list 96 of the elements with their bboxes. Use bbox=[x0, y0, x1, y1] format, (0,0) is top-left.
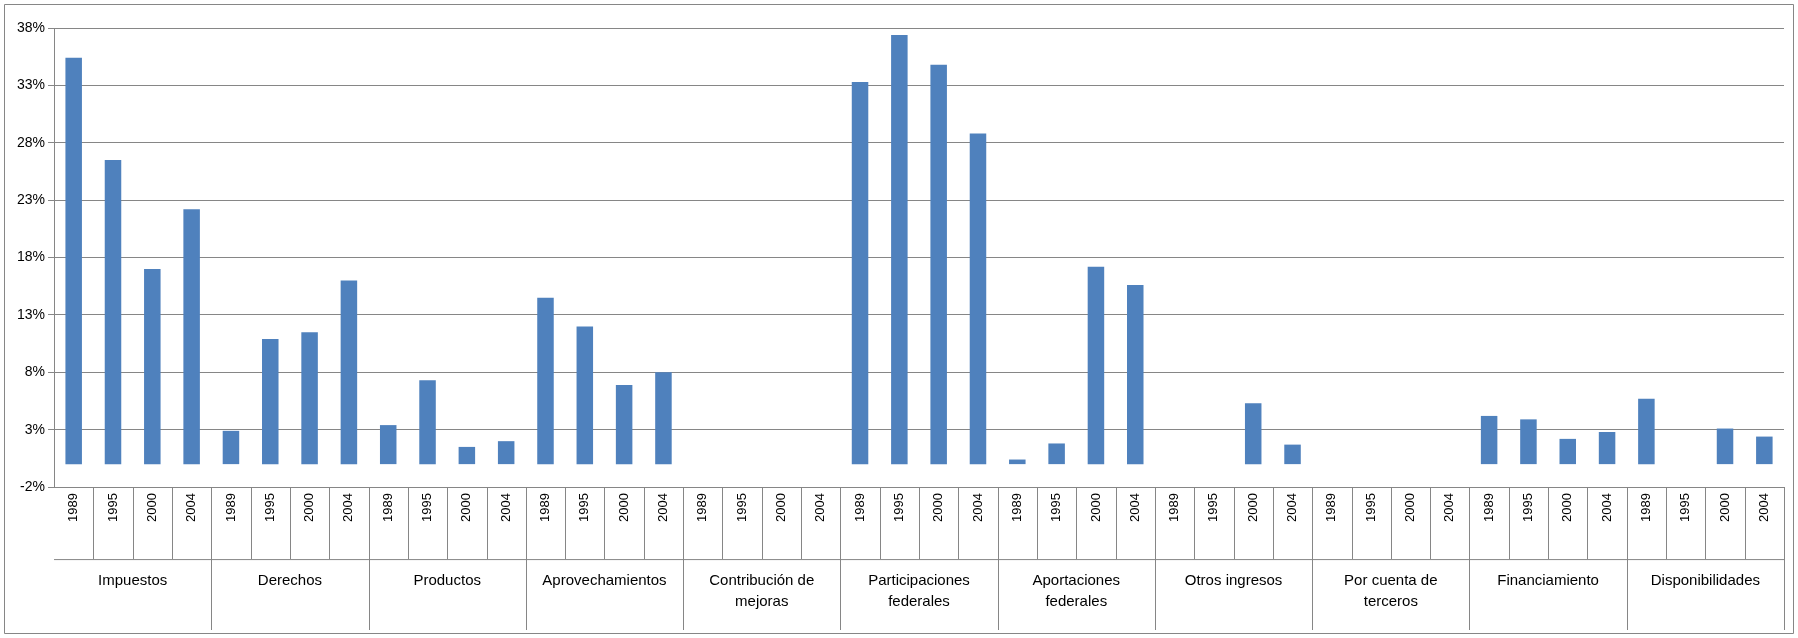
x-tick-label: 2000 bbox=[1402, 493, 1418, 522]
bar bbox=[969, 133, 987, 465]
bar bbox=[183, 209, 200, 465]
x-tick-label: 2000 bbox=[1244, 493, 1260, 522]
x-tick-label: 2000 bbox=[1087, 493, 1103, 522]
bar bbox=[655, 372, 672, 465]
bar bbox=[1598, 431, 1616, 465]
y-tick-label: -2% bbox=[20, 477, 46, 494]
text: Productos bbox=[413, 571, 481, 589]
y-tick-label: 18% bbox=[16, 248, 46, 265]
bar bbox=[1638, 398, 1655, 465]
x-tick-label: 1995 bbox=[261, 493, 277, 522]
x-tick-label: 1995 bbox=[890, 493, 906, 522]
text: Derechos bbox=[257, 571, 323, 589]
x-tick-label: 2004 bbox=[1126, 493, 1142, 522]
x-tick-label: 2000 bbox=[143, 493, 159, 522]
text: Disponibilidades bbox=[1650, 571, 1760, 589]
x-tick-label: 1989 bbox=[1637, 493, 1653, 522]
y-tick-label: 28% bbox=[16, 133, 46, 150]
x-tick-label: 1989 bbox=[537, 493, 553, 522]
x-tick-label: 1989 bbox=[222, 493, 238, 522]
bar bbox=[1048, 443, 1065, 465]
x-tick-label: 1995 bbox=[1677, 493, 1693, 522]
bar bbox=[1087, 266, 1105, 465]
bar bbox=[65, 57, 82, 465]
x-tick-label: 2000 bbox=[301, 493, 317, 522]
bar bbox=[1756, 436, 1773, 465]
x-tick-label: 2000 bbox=[1559, 493, 1575, 522]
x-tick-label: 2004 bbox=[1441, 493, 1457, 522]
y-tick-label: 23% bbox=[16, 191, 46, 208]
x-tick-label: 1989 bbox=[1008, 493, 1024, 522]
x-tick-label: 1995 bbox=[733, 493, 749, 522]
text: Participaciones federales bbox=[868, 571, 970, 610]
x-tick-label: 1995 bbox=[419, 493, 435, 522]
bar bbox=[262, 339, 279, 465]
x-tick-label: 1989 bbox=[1480, 493, 1496, 522]
x-tick-label: 2004 bbox=[655, 493, 671, 522]
text: Financiamiento bbox=[1497, 571, 1599, 589]
bar bbox=[851, 81, 869, 465]
bar bbox=[1520, 419, 1537, 465]
y-tick-label: 8% bbox=[24, 363, 46, 380]
text: Contribución de mejoras bbox=[709, 571, 815, 610]
bar bbox=[576, 326, 594, 465]
x-tick-label: 2000 bbox=[1716, 493, 1732, 522]
bar bbox=[1284, 444, 1301, 465]
bar bbox=[497, 441, 515, 465]
x-tick-label: 1995 bbox=[1048, 493, 1064, 522]
text: Aprovechamientos bbox=[542, 571, 667, 589]
x-tick-label: 2004 bbox=[497, 493, 513, 522]
y-tick-label: 33% bbox=[16, 76, 46, 93]
bar bbox=[104, 159, 122, 465]
text: Impuestos bbox=[98, 571, 168, 589]
bar bbox=[301, 332, 318, 465]
y-tick-label: 38% bbox=[16, 18, 46, 35]
bar bbox=[340, 280, 358, 465]
x-tick-label: 2004 bbox=[183, 493, 199, 522]
x-tick-label: 2004 bbox=[340, 493, 356, 522]
bar bbox=[458, 446, 476, 465]
x-tick-label: 1995 bbox=[1205, 493, 1221, 522]
bar bbox=[1244, 403, 1262, 465]
x-tick-label: 2004 bbox=[1755, 493, 1771, 522]
x-tick-label: 2004 bbox=[1284, 493, 1300, 522]
x-tick-label: 1989 bbox=[851, 493, 867, 522]
bar bbox=[379, 425, 397, 465]
x-tick-label: 2000 bbox=[772, 493, 788, 522]
y-tick-label: 3% bbox=[24, 420, 46, 437]
bar bbox=[930, 64, 947, 465]
bar bbox=[891, 34, 908, 465]
x-tick-label: 2004 bbox=[1598, 493, 1614, 522]
x-tick-label: 1995 bbox=[1362, 493, 1378, 522]
bar bbox=[1127, 285, 1144, 465]
y-tick-label: 13% bbox=[16, 305, 46, 322]
x-tick-label: 2000 bbox=[615, 493, 631, 522]
bar bbox=[1716, 428, 1734, 465]
bar bbox=[144, 269, 161, 465]
bar bbox=[1480, 415, 1498, 465]
x-tick-label: 1995 bbox=[1520, 493, 1536, 522]
x-tick-label: 1989 bbox=[379, 493, 395, 522]
x-tick-label: 2000 bbox=[458, 493, 474, 522]
text: Aportaciones federales bbox=[1032, 571, 1121, 610]
x-tick-label: 2004 bbox=[812, 493, 828, 522]
text: Por cuenta de terceros bbox=[1344, 571, 1438, 610]
bar bbox=[222, 430, 240, 465]
x-tick-label: 1989 bbox=[1323, 493, 1339, 522]
bar bbox=[615, 384, 633, 465]
x-tick-label: 1989 bbox=[1166, 493, 1182, 522]
bar bbox=[419, 380, 436, 465]
text: Otros ingresos bbox=[1184, 571, 1283, 589]
x-tick-label: 1995 bbox=[576, 493, 592, 522]
x-tick-label: 2004 bbox=[969, 493, 985, 522]
x-tick-label: 1989 bbox=[65, 493, 81, 522]
x-tick-label: 1995 bbox=[104, 493, 120, 522]
bar bbox=[1559, 438, 1577, 465]
x-tick-label: 2000 bbox=[930, 493, 946, 522]
x-tick-label: 1989 bbox=[694, 493, 710, 522]
bar bbox=[537, 297, 554, 465]
